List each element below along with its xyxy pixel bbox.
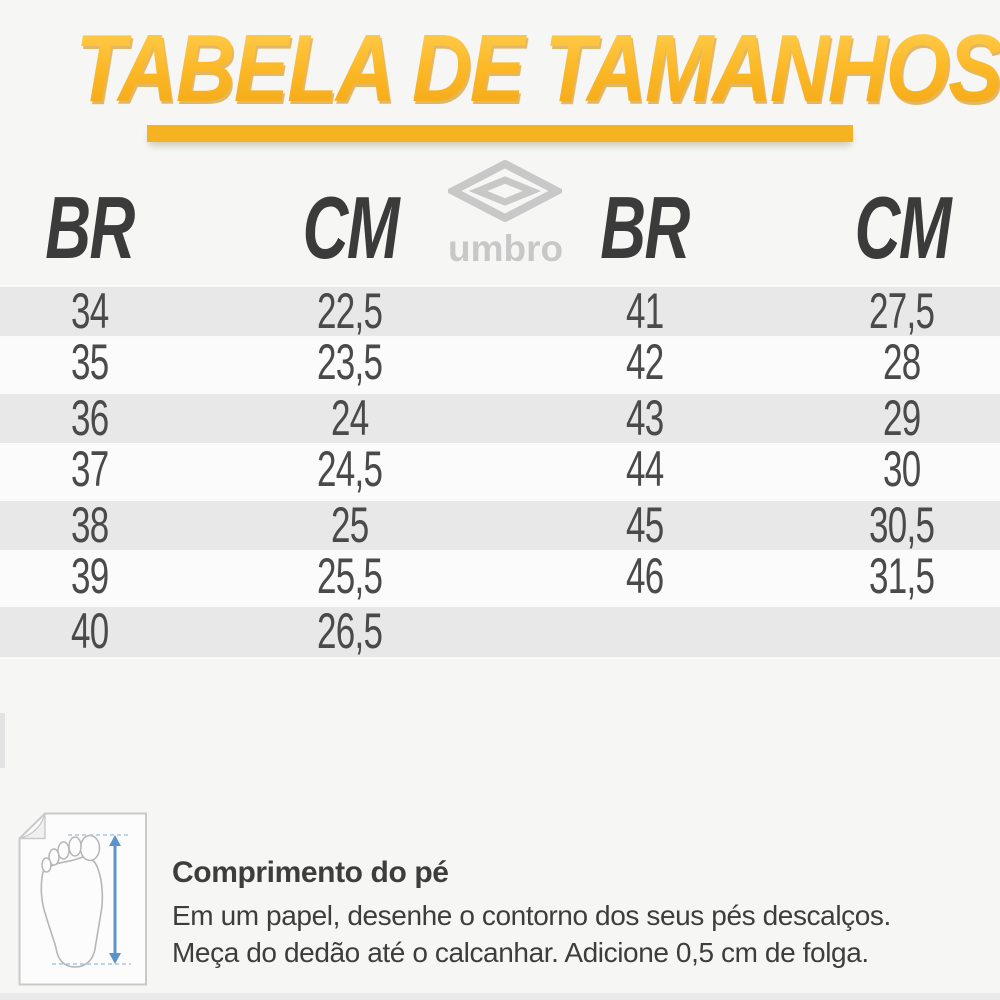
header-br-right-label: BR [600,178,691,277]
umbro-wordmark: umbro [448,228,564,269]
header-cm-left: CM [180,175,520,280]
table-cell: 30,5 [869,496,935,553]
table-row: 40 26,5 [0,603,1000,660]
table-cell: 46 [626,547,664,604]
header-cm-left-label: CM [302,178,399,277]
table-row: 35 23,5 42 28 [0,334,1000,392]
bottom-edge-strip [0,993,1000,1000]
size-table: 34 22,5 41 27,5 35 23,5 42 28 36 24 43 2… [0,285,1000,659]
table-row: 36 24 43 29 [0,389,1000,446]
header-br-left-label: BR [45,178,136,277]
foot-measurement-diagram [18,812,148,991]
instructions-line-1: Em um papel, desenhe o contorno dos seus… [172,900,891,931]
instructions-heading: Comprimento do pé [172,856,449,889]
table-row: 38 25 45 30,5 [0,496,1000,553]
table-cell: 40 [71,603,109,660]
umbro-double-diamond-icon [444,159,566,223]
table-cell: 35 [71,334,109,391]
table-cell: 44 [626,441,664,498]
table-cell: 42 [626,334,664,391]
left-edge-artifact [0,713,5,768]
table-row: 37 24,5 44 30 [0,441,1000,499]
table-cell: 43 [626,389,664,446]
title-underline [147,125,853,142]
table-cell [770,607,1000,656]
header-cm-right: CM [770,175,1000,280]
table-cell: 24,5 [317,441,383,498]
page-title: TABELA DE TAMANHOS [75,15,1000,122]
table-cell: 36 [71,389,109,446]
title-block: TABELA DE TAMANHOS [0,14,1000,124]
table-cell: 41 [626,283,664,339]
umbro-logo: umbro [444,159,566,270]
table-cell: 29 [883,389,921,446]
table-row: 39 25,5 46 31,5 [0,547,1000,606]
table-cell: 24 [331,389,369,446]
table-cell: 45 [626,496,664,553]
table-cell [520,607,770,656]
header-cm-right-label: CM [854,178,951,277]
table-cell: 25 [331,496,369,553]
table-cell: 23,5 [317,334,383,391]
foot-measurement-diagram-icon [18,812,147,986]
table-cell: 25,5 [317,547,383,604]
table-cell: 34 [71,283,109,339]
table-cell: 37 [71,441,109,498]
instructions-line-2: Meça do dedão até o calcanhar. Adicione … [172,937,869,968]
header-br-left: BR [0,175,180,280]
header-br-right: BR [520,175,770,280]
table-cell: 31,5 [869,547,935,604]
table-header-row: BR CM BR CM [0,175,1000,280]
table-cell: 38 [71,496,109,553]
table-row: 34 22,5 41 27,5 [0,283,1000,339]
table-cell: 27,5 [869,283,935,339]
table-cell: 22,5 [317,283,383,339]
table-cell: 28 [883,334,921,391]
table-cell: 30 [883,441,921,498]
table-cell: 26,5 [317,603,383,660]
table-cell: 39 [71,547,109,604]
